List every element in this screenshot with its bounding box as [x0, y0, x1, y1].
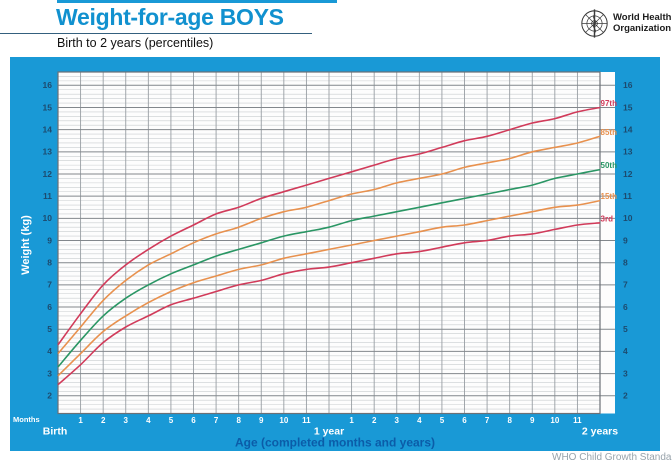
y-tick-right: 2 — [623, 391, 628, 401]
x-tick-month: 8 — [507, 416, 512, 425]
plot-background — [58, 72, 615, 414]
x-tick-month: 6 — [191, 416, 196, 425]
y-tick-right: 3 — [623, 368, 628, 378]
x-tick-month: 4 — [146, 416, 151, 425]
x-tick-month: 1 — [349, 416, 354, 425]
x-tick-month: 8 — [236, 416, 241, 425]
y-tick-right: 7 — [623, 280, 628, 290]
x-tick-month: 3 — [395, 416, 400, 425]
page-subtitle: Birth to 2 years (percentiles) — [57, 36, 214, 50]
y-tick-left: 14 — [43, 124, 53, 134]
percentile-curve-3rd — [57, 222, 601, 386]
x-tick-month: 3 — [124, 416, 129, 425]
x-tick-month: 2 — [372, 416, 377, 425]
percentile-curve-97th — [57, 106, 601, 346]
birth-label: Birth — [43, 426, 68, 438]
who-logo-line2: Organization — [613, 22, 672, 34]
percentile-label-50th: 50th — [601, 161, 618, 170]
y-tick-left: 13 — [43, 147, 53, 157]
x-tick-month: 9 — [530, 416, 535, 425]
y-tick-right: 8 — [623, 258, 628, 268]
year1-label: 1 year — [314, 426, 344, 438]
months-label: Months — [13, 415, 40, 424]
percentile-label-15th: 15th — [601, 192, 618, 201]
y-tick-right: 14 — [623, 124, 633, 134]
x-tick-month: 4 — [417, 416, 422, 425]
y-tick-left: 9 — [47, 235, 52, 245]
y-tick-left: 11 — [43, 191, 52, 201]
who-logo: World Health Organization — [580, 8, 672, 44]
x-tick-month: 10 — [550, 416, 559, 425]
y-tick-left: 7 — [47, 280, 52, 290]
x-axis-title: Age (completed months and years) — [235, 436, 435, 450]
who-emblem-icon — [581, 9, 608, 38]
chart-area: 97th 85th 50th 15th 3rd 2 2 3 3 4 4 5 5 6 6 7 7 8 8 9 9 10 10 1… — [10, 57, 660, 451]
y-tick-left: 10 — [43, 213, 53, 223]
y-tick-right: 11 — [623, 191, 632, 201]
y-tick-right: 4 — [623, 346, 628, 356]
x-tick-month: 11 — [302, 416, 311, 425]
percentile-curve-50th — [57, 168, 601, 368]
y-tick-left: 3 — [47, 368, 52, 378]
y-tick-left: 12 — [43, 169, 53, 179]
x-tick-month: 7 — [485, 416, 490, 425]
y-tick-right: 5 — [623, 324, 628, 334]
percentile-label-85th: 85th — [601, 128, 618, 137]
growth-chart: 97th 85th 50th 15th 3rd 2 2 3 3 4 4 5 5 6 6 7 7 8 8 9 9 10 10 1… — [13, 71, 633, 450]
y-tick-left: 4 — [47, 346, 52, 356]
y-tick-right: 6 — [623, 302, 628, 312]
y-tick-left: 8 — [47, 258, 52, 268]
page-title: Weight-for-age BOYS — [56, 4, 284, 30]
y-tick-right: 15 — [623, 102, 633, 112]
who-logo-line1: World Health — [613, 12, 672, 23]
y-tick-right: 16 — [623, 80, 633, 90]
y-tick-left: 6 — [47, 302, 52, 312]
plot-border — [57, 71, 601, 415]
y-tick-right: 12 — [623, 169, 633, 179]
y-axis-title: Weight (kg) — [20, 215, 32, 275]
x-tick-month: 9 — [259, 416, 264, 425]
x-tick-month: 7 — [214, 416, 219, 425]
percentile-label-97th: 97th — [601, 99, 618, 108]
y-tick-right: 13 — [623, 147, 633, 157]
x-tick-month: 10 — [279, 416, 288, 425]
who-logo-text: World Health Organization — [613, 12, 672, 34]
x-tick-month: 5 — [440, 416, 445, 425]
x-tick-month: 11 — [573, 416, 582, 425]
y-tick-left: 5 — [47, 324, 52, 334]
x-tick-month: 2 — [101, 416, 106, 425]
y-tick-left: 2 — [47, 391, 52, 401]
x-tick-month: 6 — [462, 416, 467, 425]
y-tick-left: 16 — [43, 80, 53, 90]
y-tick-right: 9 — [623, 235, 628, 245]
percentile-curve-85th — [57, 135, 601, 355]
percentile-curve-15th — [57, 199, 601, 377]
y-tick-left: 15 — [43, 102, 53, 112]
year2-label: 2 years — [582, 426, 618, 438]
y-tick-right: 10 — [623, 213, 633, 223]
footer-credit: WHO Child Growth Standards — [552, 452, 672, 463]
top-blue-rule — [57, 0, 337, 3]
x-tick-month: 5 — [169, 416, 174, 425]
x-tick-month: 1 — [78, 416, 83, 425]
title-underline — [0, 32, 312, 34]
percentile-label-3rd: 3rd — [601, 214, 614, 223]
